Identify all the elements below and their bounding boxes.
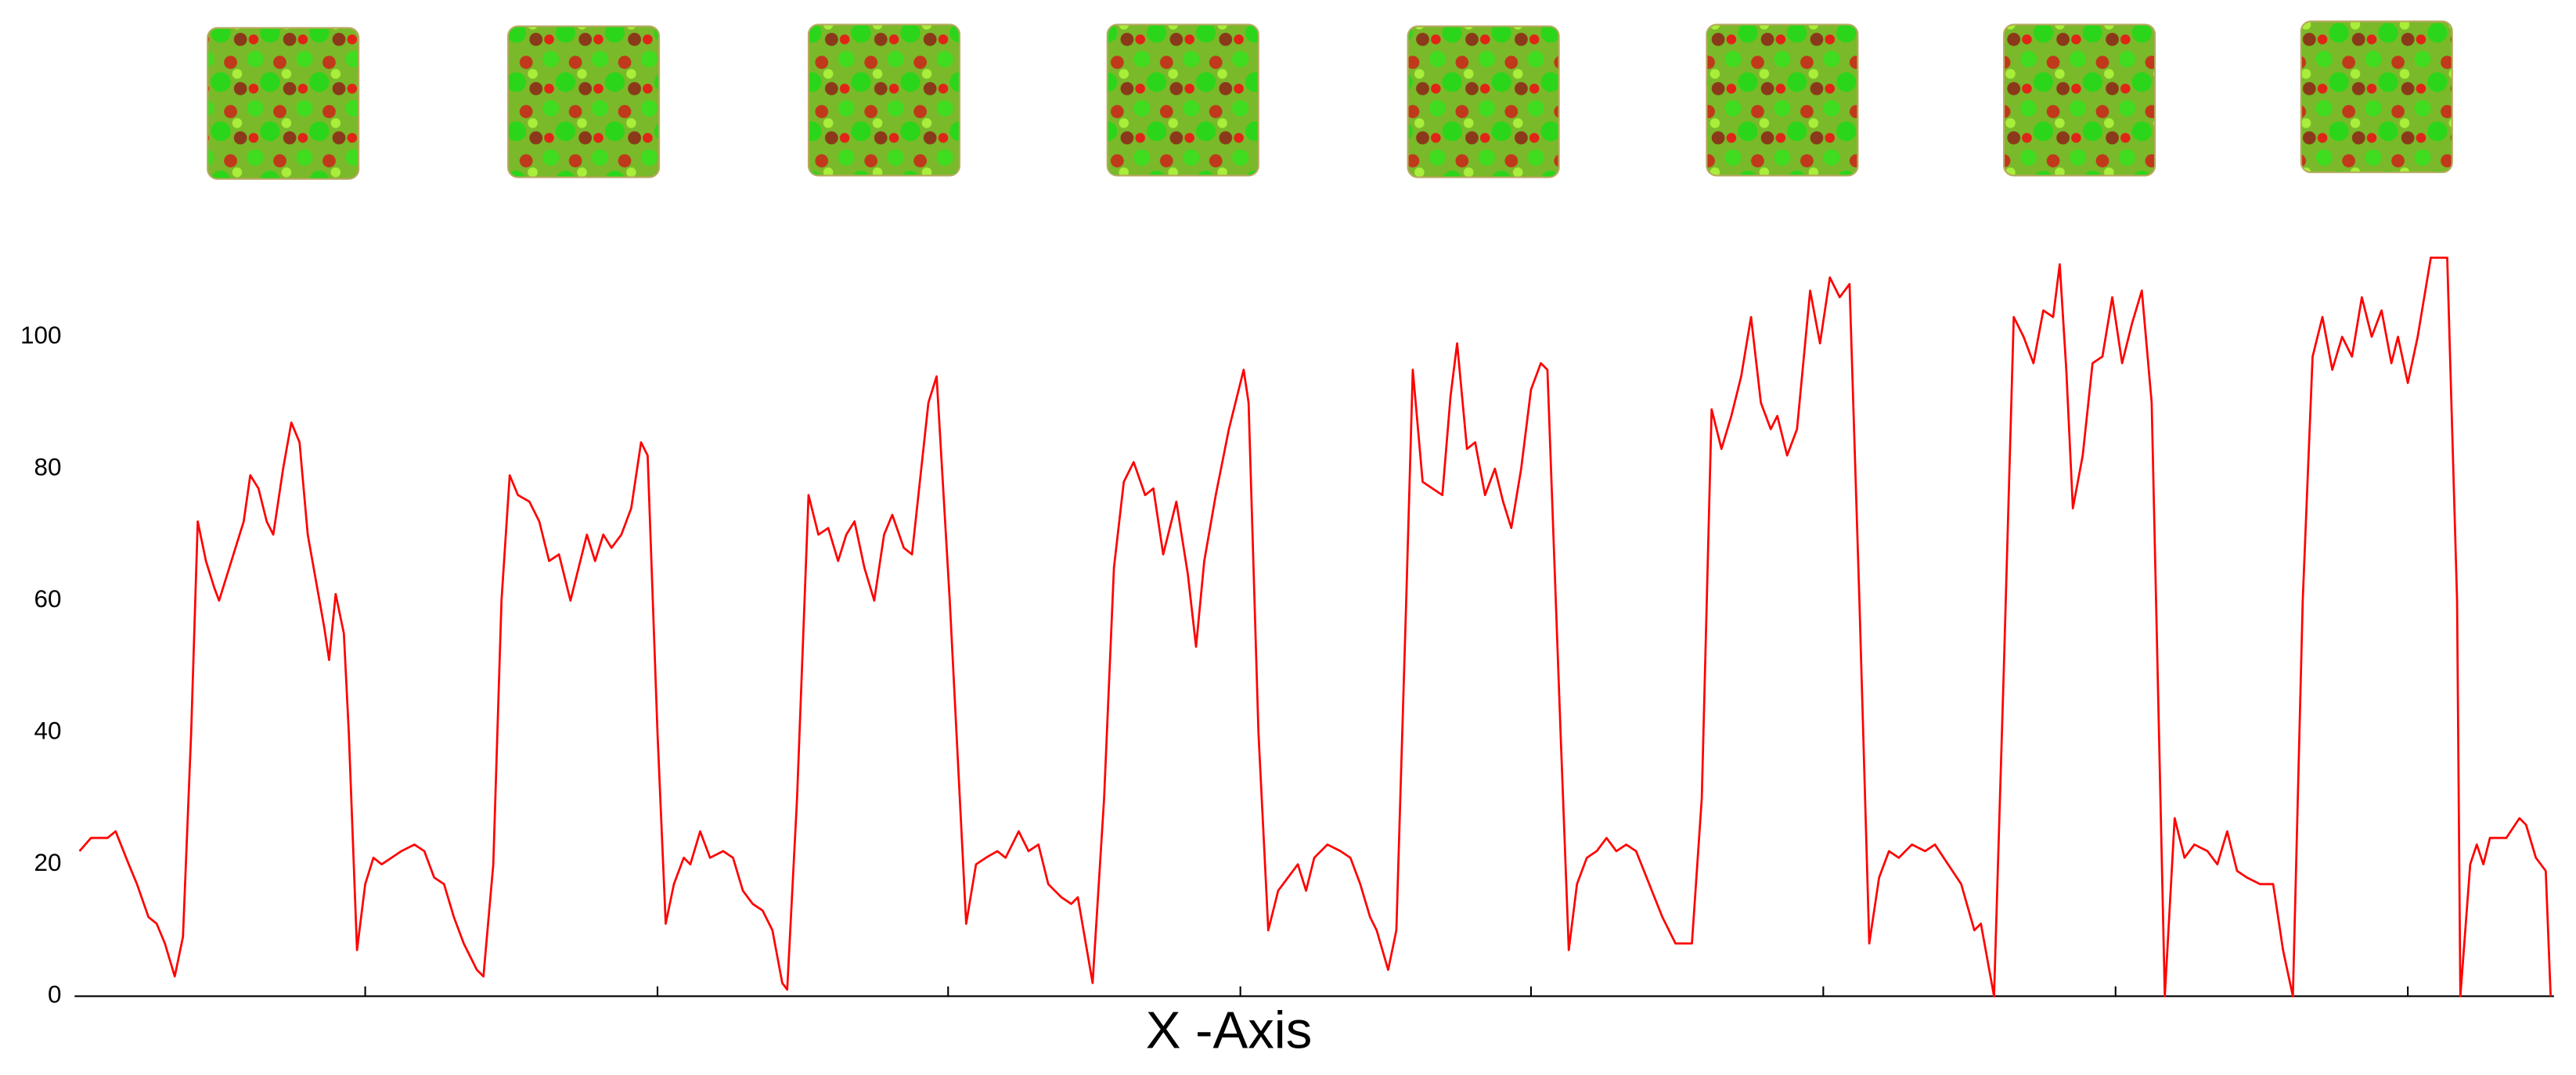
y-tick-label: 80 — [34, 453, 62, 480]
x-axis-label: X -Axis — [1146, 1001, 1313, 1059]
y-tick-label: 60 — [34, 585, 62, 613]
thumbnail — [807, 23, 961, 177]
thumbnail — [507, 25, 661, 178]
thumbnail — [1106, 23, 1259, 177]
y-tick-label: 40 — [34, 717, 62, 744]
thumbnails — [207, 20, 2453, 180]
thumbnail — [2300, 20, 2453, 174]
y-tick-label: 20 — [34, 849, 62, 876]
thumbnail — [1407, 25, 1560, 178]
thumbnail — [2003, 23, 2156, 177]
y-tick-label: 0 — [48, 981, 62, 1008]
y-tick-label: 100 — [20, 322, 61, 349]
data-line — [78, 256, 2553, 998]
thumbnail — [207, 27, 360, 180]
thumbnail — [1706, 23, 1859, 177]
x-tick-marks — [364, 986, 2409, 997]
